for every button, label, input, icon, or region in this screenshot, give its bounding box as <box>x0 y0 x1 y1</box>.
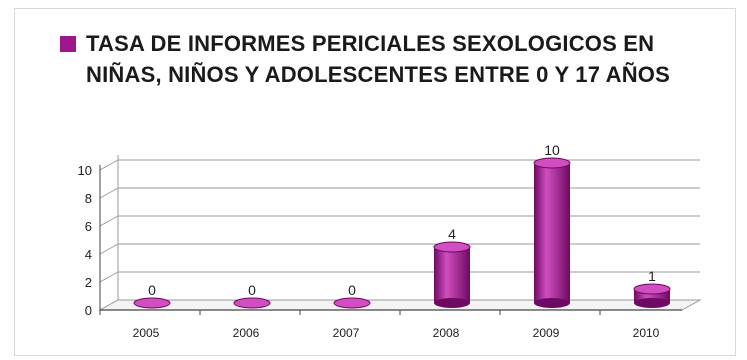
legend-swatch <box>60 36 76 52</box>
bar-base <box>534 298 570 308</box>
bar-top <box>133 297 171 309</box>
labels: 0 2 4 6 8 10 0 2005 0 2006 0 2007 4 2008 10 2009 1 2010 <box>78 142 660 340</box>
bar-top <box>333 297 371 309</box>
data-label: 10 <box>544 142 560 158</box>
data-label: 0 <box>348 282 356 298</box>
bar-top <box>433 241 471 253</box>
floor <box>98 299 702 311</box>
gridline-depth <box>99 271 119 283</box>
legend-label: TASA DE INFORMES PERICIALES SEXOLOGICOS … <box>86 31 670 87</box>
bar-top <box>233 297 271 309</box>
bar <box>233 297 271 309</box>
bars <box>133 157 671 309</box>
x-tick-label: 2007 <box>333 326 360 340</box>
axes <box>98 155 702 315</box>
bar-body <box>434 247 470 303</box>
x-tick-label: 2006 <box>233 326 260 340</box>
bar-base <box>634 298 670 308</box>
gridline-depth <box>99 187 119 199</box>
y-tick-label: 4 <box>85 247 92 262</box>
gridline-depth <box>99 215 119 227</box>
x-tick-label: 2005 <box>133 326 160 340</box>
x-tick-label: 2009 <box>533 326 560 340</box>
bar-base <box>434 298 470 308</box>
gridline-depth <box>99 243 119 255</box>
bar-body <box>534 163 570 303</box>
bar <box>633 283 671 308</box>
bar <box>533 157 571 308</box>
y-tick-label: 8 <box>85 191 92 206</box>
x-tick-label: 2010 <box>633 326 660 340</box>
data-label: 1 <box>648 268 656 284</box>
grid <box>99 159 700 311</box>
y-tick-label: 10 <box>78 163 92 178</box>
data-label: 0 <box>248 282 256 298</box>
bar <box>433 241 471 308</box>
bar-top <box>533 157 571 169</box>
y-tick-label: 2 <box>85 275 92 290</box>
y-tick-label: 6 <box>85 219 92 234</box>
bar <box>133 297 171 309</box>
data-label: 0 <box>148 282 156 298</box>
x-tick-label: 2008 <box>433 326 460 340</box>
bar <box>333 297 371 309</box>
y-tick-label: 0 <box>85 303 92 318</box>
bar-top <box>633 283 671 295</box>
gridline-depth <box>99 159 119 171</box>
chart-frame <box>14 8 736 356</box>
data-label: 4 <box>448 226 456 242</box>
